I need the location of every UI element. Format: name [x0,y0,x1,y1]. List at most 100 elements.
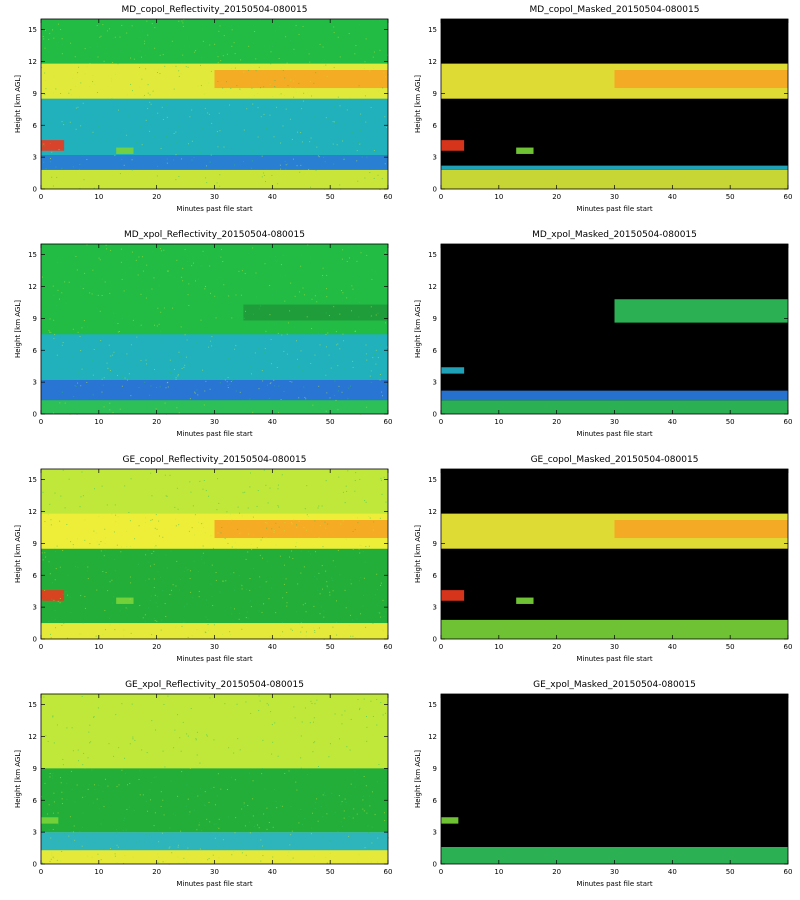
speckle-dot [300,550,302,552]
speckle-dot [45,168,47,170]
speckle-dot [121,278,123,280]
speckle-dot [139,770,141,772]
speckle-dot [217,795,219,797]
speckle-dot [156,175,158,177]
speckle-dot [150,595,152,597]
speckle-dot [197,279,199,281]
speckle-dot [112,20,114,22]
speckle-dot [171,496,173,498]
speckle-dot [78,751,80,753]
speckle-dot [227,387,229,389]
y-tick-label: 6 [433,797,438,805]
x-tick-label: 20 [152,193,161,201]
x-tick-label: 0 [39,868,43,876]
speckle-dot [44,782,46,784]
speckle-dot [318,286,320,288]
speckle-dot [149,289,151,291]
speckle-dot [80,82,82,84]
speckle-dot [75,385,77,387]
speckle-dot [231,613,233,615]
speckle-dot [101,294,103,296]
speckle-dot [305,611,307,613]
speckle-dot [322,546,324,548]
speckle-dot [252,106,254,108]
speckle-dot [250,543,252,545]
speckle-dot [249,832,251,834]
speckle-dot [129,266,131,268]
speckle-dot [122,24,124,26]
speckle-dot [137,406,139,408]
speckle-dot [330,753,332,755]
speckle-dot [136,841,138,843]
speckle-dot [155,488,157,490]
speckle-dot [60,498,62,500]
speckle-dot [238,575,240,577]
speckle-dot [239,532,241,534]
speckle-dot [246,128,248,130]
speckle-dot [114,322,116,324]
speckle-dot [337,549,339,551]
speckle-dot [287,717,289,719]
speckle-dot [318,750,320,752]
speckle-dot [191,159,193,161]
speckle-dot [87,566,89,568]
speckle-dot [188,283,190,285]
speckle-dot [298,520,300,522]
speckle-dot [196,754,198,756]
speckle-dot [342,140,344,142]
speckle-dot [152,24,154,26]
speckle-dot [283,390,285,392]
speckle-dot [324,792,326,794]
speckle-dot [149,799,151,801]
speckle-dot [380,477,382,479]
speckle-dot [300,631,302,633]
speckle-dot [205,616,207,618]
speckle-dot [348,153,350,155]
speckle-dot [47,740,49,742]
speckle-dot [245,720,247,722]
speckle-dot [373,327,375,329]
speckle-dot [281,805,283,807]
speckle-dot [105,244,107,246]
speckle-dot [247,804,249,806]
speckle-dot [84,539,86,541]
speckle-dot [135,760,137,762]
speckle-dot [273,136,275,138]
speckle-dot [102,279,104,281]
speckle-dot [332,560,334,562]
speckle-dot [243,317,245,319]
speckle-dot [201,558,203,560]
speckle-dot [226,114,228,116]
speckle-dot [267,344,269,346]
speckle-dot [377,781,379,783]
speckle-dot [366,726,368,728]
speckle-dot [71,727,73,729]
speckle-dot [64,507,66,509]
speckle-dot [162,536,164,538]
speckle-dot [157,69,159,71]
speckle-dot [148,607,150,609]
speckle-dot [189,116,191,118]
speckle-dot [177,375,179,377]
speckle-dot [266,807,268,809]
speckle-dot [56,358,58,360]
speckle-dot [209,821,211,823]
speckle-dot [370,315,372,317]
x-tick-label: 0 [439,193,443,201]
speckle-dot [93,348,95,350]
speckle-dot [312,762,314,764]
speckle-dot [312,151,314,153]
speckle-dot [215,44,217,46]
speckle-dot [192,505,194,507]
speckle-dot [379,379,381,381]
speckle-dot [311,298,313,300]
speckle-dot [120,248,122,250]
speckle-dot [103,491,105,493]
speckle-dot [175,626,177,628]
speckle-dot [194,514,196,516]
speckle-dot [344,179,346,181]
speckle-dot [271,174,273,176]
ge-copol-masked-panel: GE_copol_Masked_20150504-080015 0 10 20 30 40… [400,450,800,675]
speckle-dot [322,816,324,818]
speckle-dot [138,147,140,149]
